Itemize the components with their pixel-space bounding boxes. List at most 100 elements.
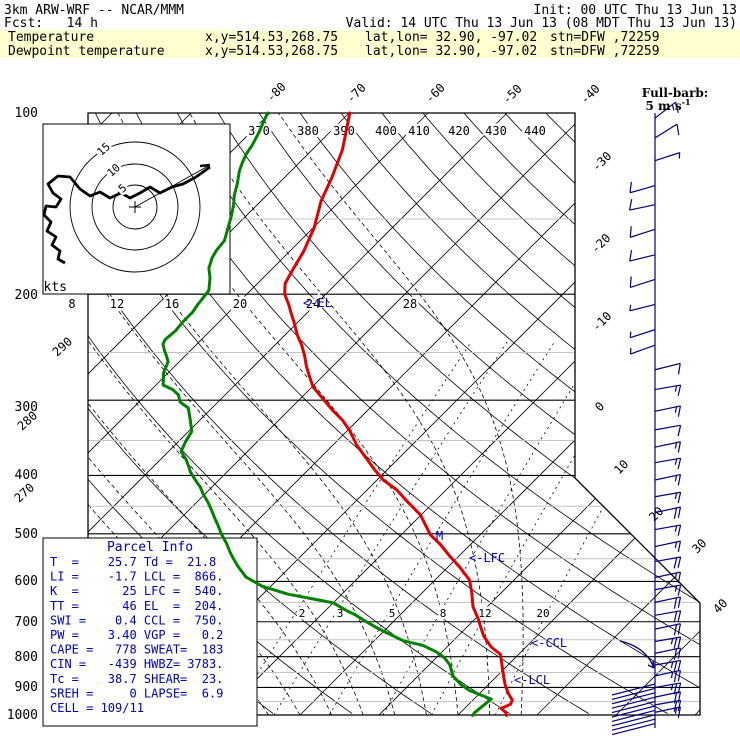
wind-barb-790hPa — [654, 647, 682, 660]
isotherm-line--60 — [88, 113, 429, 715]
parcel-info-row: SWI = 0.4 CCL = 750. — [50, 613, 223, 627]
isotherm-line-20 — [457, 113, 700, 715]
parcel-info-row: Tc = 38.7 SHEAR= 23. — [50, 672, 223, 686]
pressure-axis-label-300: 300 — [15, 400, 38, 415]
dewpoint-curve — [161, 111, 493, 717]
marker-LFC: <-LFC — [469, 551, 505, 565]
dry-adiabat-370 — [258, 113, 700, 714]
dewpoint-station-value: stn=DFW ,72259 — [550, 44, 660, 59]
storm-motion-arrowhead — [647, 660, 655, 669]
parcel-info-row: LI = -1.7 LCL = 866. — [50, 570, 223, 584]
sounding-curves — [161, 111, 514, 717]
wind-barb-591hPa — [654, 571, 682, 584]
hodograph-trace — [42, 165, 211, 265]
mixing-ratio-label-2: 2 — [299, 607, 306, 620]
wind-barb-267hPa — [654, 362, 681, 375]
theta-label-390: 390 — [333, 124, 355, 138]
wind-barb-492hPa — [654, 524, 682, 536]
parcel-info-row: CAPE = 778 SWEAT= 183 — [50, 643, 223, 657]
isotherm-line--40 — [88, 113, 587, 715]
parcel-info-row: K = 25 LFC = 540. — [50, 584, 223, 598]
parcel-info-row: TT = 46 EL = 204. — [50, 599, 223, 613]
dry-adiabat-310 — [88, 113, 589, 714]
isotherm-line--10 — [220, 113, 700, 715]
temperature-latlon-value: lat,lon= 32.90, -97.02 — [365, 30, 537, 45]
isotherm-line--70 — [88, 113, 350, 715]
wind-barb-156hPa — [629, 226, 656, 238]
wind-barb-434hPa — [654, 491, 682, 504]
wind-barb-243hPa — [629, 344, 656, 355]
surface-barb-cluster — [611, 683, 656, 736]
init-time-label: Init: 00 UTC Thu 13 Jun 13 — [534, 3, 738, 18]
hodograph-ring-10 — [91, 163, 179, 251]
dry-adiabat-360 — [217, 113, 700, 714]
wind-barb-826hPa — [654, 659, 682, 673]
wind-barb-132hPa — [629, 181, 656, 194]
marker-CCL: <-CCL — [531, 636, 567, 650]
forecast-hour-label: Fcst: 14 h — [4, 16, 98, 31]
wind-barb-359hPa — [654, 441, 682, 453]
barb-legend-line1: Full-barb: — [642, 86, 708, 100]
temperature-curve — [283, 111, 514, 717]
dry-adiabat-400 — [381, 113, 700, 714]
isotherm-line-30 — [536, 113, 700, 715]
moist-adiabat-28 — [276, 113, 524, 715]
wind-barb-229hPa — [629, 329, 656, 339]
parcel-info-row: SREH = 0 LAPSE= 6.9 — [50, 686, 223, 700]
parcel-box-frame — [42, 537, 258, 727]
parcel-info-box: Parcel Info T = 25.7 Td = 21.8LI = -1.7 … — [42, 537, 258, 727]
wind-barb-288hPa — [654, 384, 682, 396]
wind-barb-990hPa — [654, 706, 682, 718]
wind-barb-102hPa — [654, 101, 679, 119]
wind-barb-525hPa — [654, 540, 682, 553]
wind-barb-172hPa — [629, 250, 656, 262]
parcel-level-markers: <-EL M <-LFC <-CCL <-LCL — [303, 296, 567, 687]
moist-adiabat-label-24: 24 — [306, 297, 320, 311]
parcel-info-row: PW = 3.40 VGP = 0.2 — [50, 628, 223, 642]
barb-legend-line2: 5 m s-1 — [645, 97, 690, 113]
wind-barb-110hPa — [654, 123, 680, 139]
marker-M: M — [436, 529, 443, 543]
model-title: 3km ARW-WRF -- NCAR/MMM — [4, 3, 184, 18]
wind-barb-column — [611, 101, 682, 736]
moist-adiabat-24 — [188, 113, 490, 715]
wind-barb-189hPa — [629, 276, 656, 289]
wind-barb-683hPa — [654, 610, 682, 623]
moist-adiabat-label-16: 16 — [165, 297, 179, 311]
wind-barb-313hPa — [654, 405, 682, 417]
pressure-axis-label-200: 200 — [15, 288, 38, 303]
wind-barb-720hPa — [654, 623, 682, 636]
dewpoint-latlon-value: lat,lon= 32.90, -97.02 — [365, 44, 537, 59]
wind-barb-407hPa — [654, 473, 682, 486]
theta-label-440: 440 — [524, 124, 546, 138]
parcel-info-row: CELL = 109/11 — [50, 701, 144, 715]
hodograph-ring-15 — [69, 141, 201, 273]
mixing-ratio-label-3: 3 — [337, 607, 344, 620]
wind-barb-962hPa — [654, 699, 682, 712]
header-highlight-band — [0, 30, 740, 58]
wind-barb-650hPa — [654, 596, 682, 609]
dry-adiabat-420 — [463, 113, 700, 714]
dry-adiabat-410 — [422, 113, 700, 714]
mixing-ratio-label-12: 12 — [478, 607, 491, 620]
moist-adiabat-8 — [88, 113, 364, 715]
dry-adiabat-300 — [88, 113, 511, 714]
parcel-info-row: CIN = -439 HWBZ= 3783. — [50, 657, 223, 671]
pressure-axis-label-1000: 1000 — [7, 708, 38, 723]
mixing-ratio-label-8: 8 — [440, 607, 447, 620]
moist-adiabat-label-12: 12 — [110, 297, 124, 311]
wind-barb-861hPa — [654, 669, 682, 683]
mixing-ratio-line-5 — [329, 341, 555, 715]
pressure-axis-label-500: 500 — [15, 527, 38, 542]
moist-adiabat-label-28: 28 — [403, 297, 417, 311]
wind-barb-619hPa — [654, 584, 682, 596]
dewpoint-legend-row: Dewpoint temperature x,y=514.53,268.75 l… — [8, 44, 660, 59]
hodograph-ring-5 — [112, 184, 158, 230]
wind-barb-755hPa — [654, 636, 682, 649]
wind-barb-556hPa — [654, 556, 682, 569]
temperature-series-label: Temperature — [8, 30, 94, 45]
temperature-xy-value: x,y=514.53,268.75 — [205, 30, 338, 45]
mixing-ratio-label-20: 20 — [536, 607, 549, 620]
wind-barb-208hPa — [629, 303, 656, 312]
